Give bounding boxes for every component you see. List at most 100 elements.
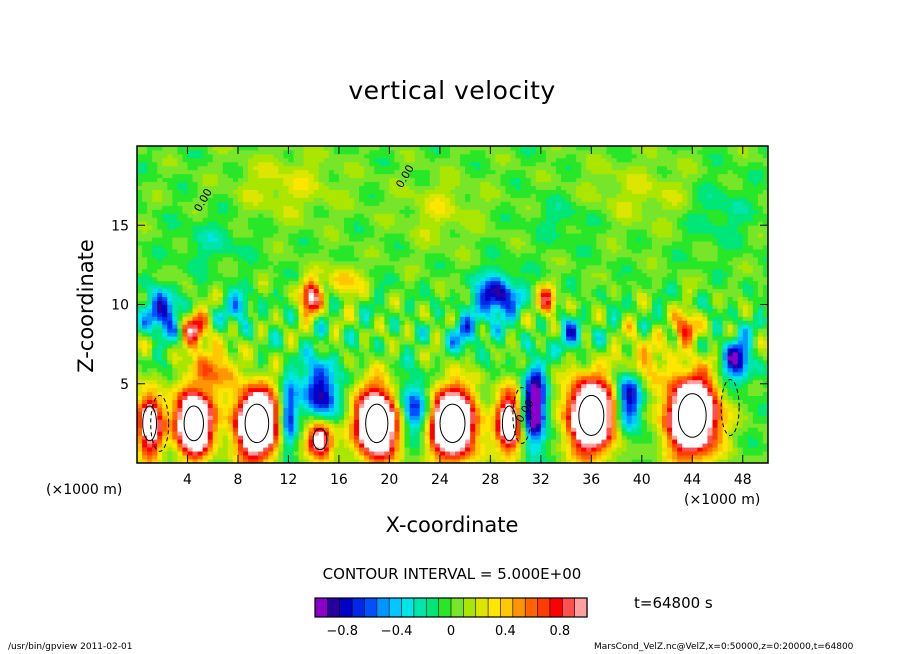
heatmap-cell (152, 387, 158, 393)
heatmap-cell (677, 419, 683, 424)
heatmap-cell (278, 328, 284, 333)
heatmap-cell (520, 383, 527, 389)
heatmap-cell (525, 419, 532, 424)
heatmap-cell (762, 451, 768, 456)
heatmap-cell (429, 348, 436, 353)
heatmap-cell (626, 411, 633, 416)
heatmap-cell (455, 407, 461, 412)
heatmap-cell (414, 387, 421, 393)
heatmap-cell (656, 399, 663, 404)
heatmap-cell (621, 371, 628, 377)
heatmap-cell (318, 363, 325, 369)
heatmap-cell (273, 363, 279, 369)
heatmap-cell (404, 395, 410, 400)
heatmap-cell (308, 352, 315, 357)
heatmap-cell (222, 359, 229, 365)
heatmap-cell (202, 367, 209, 373)
heatmap-cell (177, 332, 183, 337)
heatmap-cell (525, 348, 532, 353)
heatmap-cell (293, 419, 299, 424)
heatmap-cell (677, 431, 683, 436)
heatmap-cell (646, 403, 653, 408)
heatmap-cell (359, 320, 365, 325)
heatmap-cell (449, 375, 456, 381)
heatmap-cell (394, 423, 400, 428)
heatmap-cell (338, 336, 345, 341)
heatmap-cell (566, 332, 572, 337)
heatmap-cell (667, 375, 673, 381)
heatmap-cell (343, 375, 350, 381)
heatmap-cell (581, 403, 587, 408)
heatmap-cell (313, 316, 320, 321)
heatmap-cell (207, 328, 214, 333)
heatmap-cell (248, 391, 254, 397)
heatmap-cell (439, 447, 446, 452)
heatmap-cell (631, 304, 638, 309)
heatmap-cell (227, 371, 234, 377)
heatmap-cell (530, 395, 537, 400)
heatmap-cell (288, 316, 294, 321)
heatmap-cell (424, 312, 431, 317)
heatmap-cell (227, 328, 234, 333)
heatmap-cell (697, 348, 703, 353)
heatmap-cell (641, 371, 648, 377)
heatmap-cell (495, 395, 501, 400)
heatmap-cell (596, 363, 602, 369)
heatmap-cell (182, 435, 188, 440)
heatmap-cell (338, 332, 345, 337)
heatmap-cell (409, 455, 416, 460)
heatmap-cell (152, 391, 158, 397)
heatmap-cell (636, 367, 643, 373)
heatmap-cell (152, 356, 158, 361)
heatmap-cell (707, 439, 713, 444)
heatmap-cell (672, 379, 678, 385)
heatmap-cell (303, 340, 310, 345)
heatmap-cell (692, 431, 698, 436)
heatmap-cell (263, 356, 269, 361)
heatmap-cell (248, 316, 254, 321)
heatmap-cell (465, 371, 471, 377)
heatmap-cell (656, 320, 663, 325)
heatmap-cell (656, 375, 663, 381)
heatmap-cell (485, 336, 491, 341)
heatmap-cell (147, 359, 153, 365)
heatmap-cell (172, 403, 178, 408)
heatmap-cell (742, 411, 749, 416)
heatmap-cell (510, 308, 516, 313)
heatmap-cell (646, 336, 653, 341)
heatmap-cell (677, 304, 683, 309)
heatmap-cell (651, 367, 658, 373)
heatmap-cell (646, 356, 653, 361)
heatmap-cell (682, 332, 688, 337)
heatmap-cell (369, 348, 375, 353)
heatmap-cell (298, 427, 304, 432)
heatmap-cell (429, 367, 436, 373)
heatmap-cell (288, 312, 294, 317)
heatmap-cell (167, 387, 173, 393)
heatmap-cell (480, 459, 486, 463)
heatmap-cell (157, 352, 163, 357)
heatmap-cell (490, 383, 496, 389)
heatmap-cell (137, 336, 143, 341)
heatmap-cell (263, 324, 269, 329)
heatmap-cell (374, 371, 380, 377)
heatmap-cell (510, 344, 516, 349)
heatmap-cell (424, 352, 431, 357)
heatmap-cell (651, 391, 658, 397)
heatmap-cell (248, 352, 254, 357)
heatmap-cell (545, 383, 552, 389)
heatmap-cell (530, 459, 537, 463)
heatmap-cell (298, 383, 304, 389)
heatmap-cell (349, 455, 355, 460)
heatmap-cell (449, 356, 456, 361)
heatmap-cell (621, 332, 628, 337)
heatmap-cell (550, 419, 557, 424)
heatmap-cell (475, 411, 481, 416)
heatmap-cell (712, 308, 718, 313)
heatmap-cell (505, 375, 511, 381)
heatmap-cell (278, 411, 284, 416)
heatmap-cell (374, 367, 380, 373)
heatmap-cell (182, 399, 188, 404)
heatmap-cell (687, 352, 693, 357)
heatmap-cell (243, 367, 249, 373)
